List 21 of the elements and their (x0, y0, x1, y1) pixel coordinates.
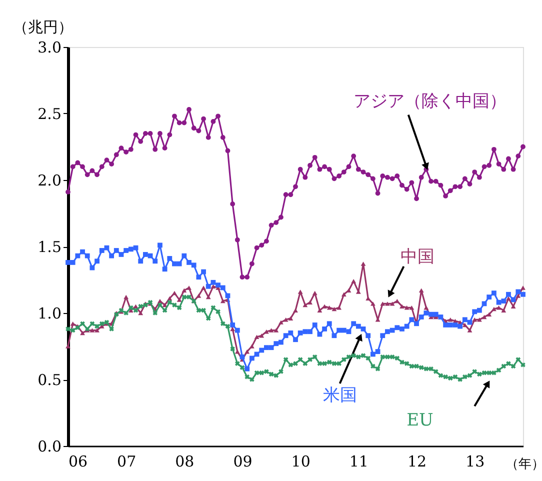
y-tick-label: 1.0 (38, 304, 62, 322)
x-tick-label: 12 (407, 452, 427, 470)
series-label: EU (406, 410, 434, 431)
y-tick-label: 2.5 (38, 105, 62, 123)
series-label: 中国 (400, 247, 435, 268)
x-tick-label: 13 (466, 452, 485, 470)
text: アジア（除く中国） (353, 92, 506, 112)
y-axis-title: （兆円） (13, 18, 73, 36)
series-label: 米国 (322, 385, 357, 406)
x-tick-label: 10 (291, 452, 310, 470)
y-tick-label: 1.5 (38, 238, 62, 256)
x-axis-title: （年） (506, 457, 542, 472)
y-tick-label: 2.0 (38, 172, 62, 190)
y-tick-label: 0.5 (38, 371, 62, 389)
y-tick-label: 0.0 (38, 438, 62, 456)
x-tick-label: 08 (175, 452, 194, 470)
x-tick-label: 09 (233, 452, 252, 470)
x-tick-label: 06 (68, 452, 88, 470)
x-tick-label: 07 (117, 452, 136, 470)
x-tick-label: 11 (349, 452, 368, 470)
y-tick-label: 3.0 (38, 38, 62, 56)
